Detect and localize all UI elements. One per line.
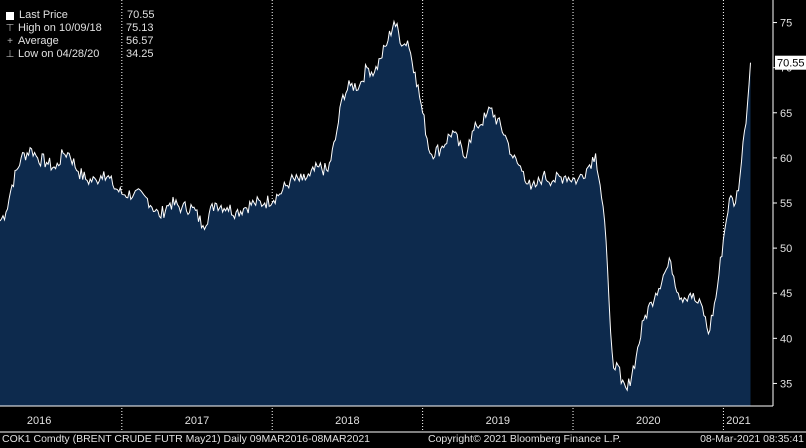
legend-high-value: 75.13 (126, 22, 154, 34)
chart-legend: Last Price 70.55 ⊤ High on 10/09/18 75.1… (4, 9, 155, 61)
y-tick-label: 55 (780, 198, 792, 210)
square-icon (6, 11, 14, 20)
low-marker-icon: ⊥ (5, 49, 15, 60)
x-tick-label: 2021 (726, 415, 750, 427)
y-tick-label: 45 (780, 288, 792, 300)
average-marker-icon: + (7, 36, 13, 47)
price-line (0, 19, 751, 392)
x-axis-ticks: 2016 2017 2018 2019 2020 2021 (27, 415, 751, 427)
chart-footer: COK1 Comdty (BRENT CRUDE FUTR May21) Dai… (0, 433, 806, 448)
last-value-tag-text: 70.55 (777, 58, 805, 70)
last-value-tag: 70.55 (775, 55, 806, 70)
y-tick-label: 75 (780, 18, 792, 30)
x-tick-label: 2017 (185, 415, 209, 427)
legend-low: ⊥ Low on 04/28/20 34.25 (4, 48, 155, 61)
x-tick-label: 2018 (335, 415, 359, 427)
x-tick-label: 2020 (636, 415, 660, 427)
last-value-tag-box (775, 55, 806, 70)
legend-last-price-label: Last Price (19, 9, 68, 21)
y-tick-label: 50 (780, 243, 792, 255)
legend-average: + Average 56.57 (4, 35, 155, 48)
legend-low-label: Low on 04/28/20 (18, 48, 100, 60)
price-area (0, 21, 751, 407)
high-marker-icon: ⊤ (5, 23, 15, 34)
legend-high-label: High on 10/09/18 (18, 22, 102, 34)
legend-last-price-value: 70.55 (127, 9, 155, 21)
footer-timestamp: 08-Mar-2021 08:35:41 (700, 433, 804, 445)
legend-average-value: 56.57 (126, 35, 154, 47)
legend-last-price: Last Price 70.55 (4, 9, 155, 22)
legend-low-value: 34.25 (126, 48, 154, 60)
footer-ticker: COK1 Comdty (BRENT CRUDE FUTR May21) Dai… (2, 433, 370, 445)
y-tick-label: 40 (780, 333, 792, 345)
x-tick-label: 2016 (27, 415, 51, 427)
y-tick-label: 35 (780, 378, 792, 390)
footer-copyright: Copyright© 2021 Bloomberg Finance L.P. (428, 433, 622, 445)
x-tick-label: 2019 (486, 415, 510, 427)
legend-high: ⊤ High on 10/09/18 75.13 (4, 22, 155, 35)
legend-average-label: Average (18, 35, 59, 47)
y-tick-label: 65 (780, 108, 792, 120)
y-tick-label: 60 (780, 153, 792, 165)
